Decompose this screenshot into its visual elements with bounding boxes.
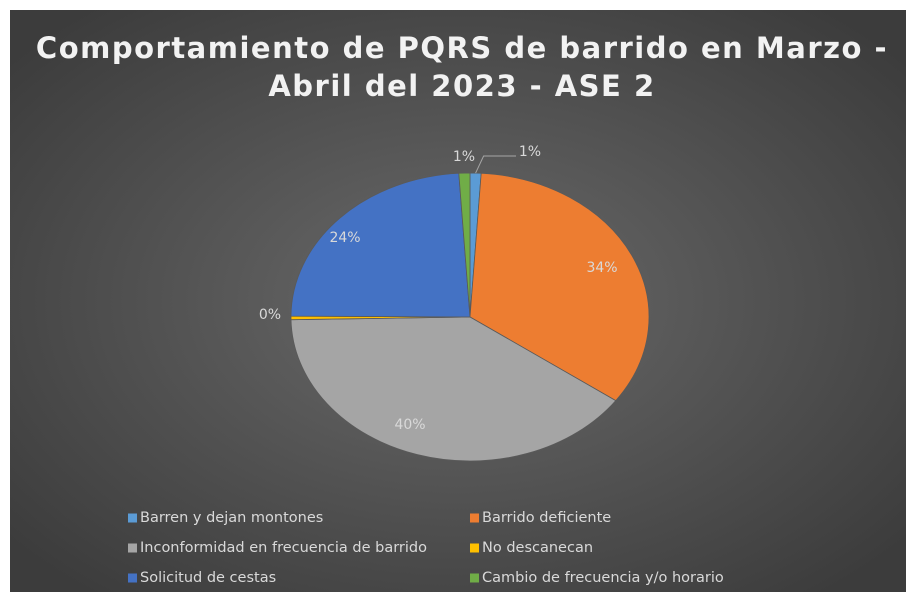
data-label: 24% bbox=[329, 230, 360, 246]
pie-slice bbox=[458, 172, 471, 318]
chart-title: Abril del 2023 - ASE 2 bbox=[268, 69, 655, 103]
legend-label: Solicitud de cestas bbox=[140, 570, 276, 586]
legend-label: Cambio de frecuencia y/o horario bbox=[482, 570, 724, 586]
legend-swatch bbox=[470, 513, 479, 523]
legend-label: Barrido deficiente bbox=[482, 510, 611, 526]
data-label: 1% bbox=[453, 149, 475, 165]
legend-label: No descanecan bbox=[482, 540, 593, 556]
chart-title: Comportamiento de PQRS de barrido en Mar… bbox=[36, 31, 888, 65]
legend-swatch bbox=[128, 513, 137, 523]
legend-swatch bbox=[128, 543, 137, 553]
legend-swatch bbox=[470, 543, 479, 553]
data-label: 34% bbox=[586, 260, 617, 276]
legend-label: Barren y dejan montones bbox=[140, 510, 323, 526]
legend-swatch bbox=[470, 573, 479, 583]
pie-slice bbox=[469, 172, 650, 402]
data-label: 40% bbox=[394, 417, 425, 433]
leader-line bbox=[475, 155, 516, 174]
legend-swatch bbox=[128, 573, 137, 583]
data-label: 1% bbox=[519, 144, 541, 160]
pie-slice bbox=[290, 172, 471, 318]
data-label: 0% bbox=[259, 307, 281, 323]
pie-slice bbox=[290, 316, 617, 462]
legend-label: Inconformidad en frecuencia de barrido bbox=[140, 540, 427, 556]
